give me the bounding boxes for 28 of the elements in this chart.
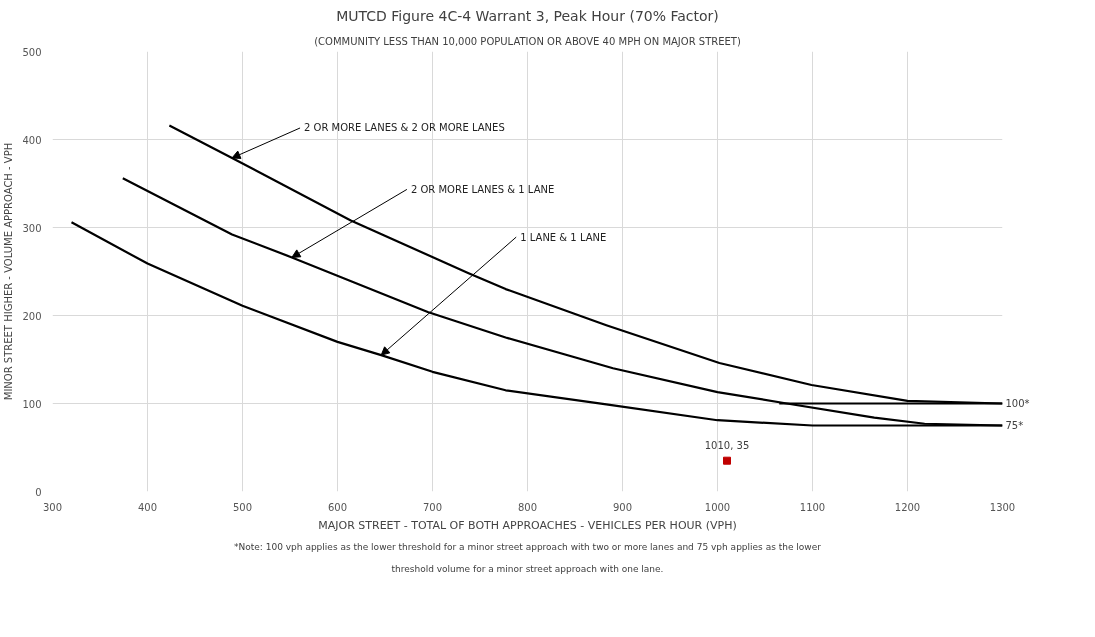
y-tick-label: 100 bbox=[22, 398, 42, 410]
x-tick-label: 300 bbox=[42, 501, 63, 513]
y-tick-label: 300 bbox=[22, 222, 42, 234]
x-tick-label: 600 bbox=[327, 501, 348, 513]
annotation: 2 OR MORE LANES & 1 LANE bbox=[410, 183, 555, 195]
x-tick-label: 1300 bbox=[989, 501, 1016, 513]
y-tick-label: 0 bbox=[35, 486, 42, 498]
annotation: 2 OR MORE LANES & 2 OR MORE LANES bbox=[304, 122, 505, 134]
x-tick-label: 500 bbox=[232, 501, 253, 513]
x-axis-title: MAJOR STREET - TOTAL OF BOTH APPROACHES - VEHICLES PER HOUR (VPH) bbox=[318, 518, 737, 532]
x-tick-label: 1200 bbox=[894, 501, 921, 513]
y-axis-title: MINOR STREET HIGHER - VOLUME APPROACH - VPH bbox=[3, 142, 15, 401]
x-tick-label: 1100 bbox=[799, 501, 826, 513]
chart-title: MUTCD Figure 4C-4 Warrant 3, Peak Hour (70% Factor) bbox=[336, 7, 719, 24]
chart-subtitle: (COMMUNITY LESS THAN 10,000 POPULATION OR ABOVE 40 MPH ON MAJOR STREET) bbox=[314, 35, 741, 47]
annotation: 100* bbox=[1005, 398, 1030, 409]
annotation: 1 LANE & 1 LANE bbox=[520, 231, 607, 243]
x-tick-label: 1000 bbox=[704, 501, 731, 513]
annotation: 75* bbox=[1005, 420, 1024, 431]
x-tick-label: 900 bbox=[612, 501, 633, 513]
data-label: 1010, 35 bbox=[704, 439, 750, 451]
y-tick-label: 500 bbox=[22, 46, 42, 58]
x-tick-label: 400 bbox=[137, 501, 158, 513]
x-tick-label: 800 bbox=[517, 501, 538, 513]
y-tick-label: 400 bbox=[22, 134, 42, 146]
text: *Note: 100 vph applies as the lower threshold for a minor street approach with two or more lanes and 75 vph applies as the lower threshold volume for a minor street approach with one lane. bbox=[234, 541, 821, 574]
y-tick-label: 200 bbox=[22, 310, 42, 322]
x-tick-label: 700 bbox=[422, 501, 443, 513]
